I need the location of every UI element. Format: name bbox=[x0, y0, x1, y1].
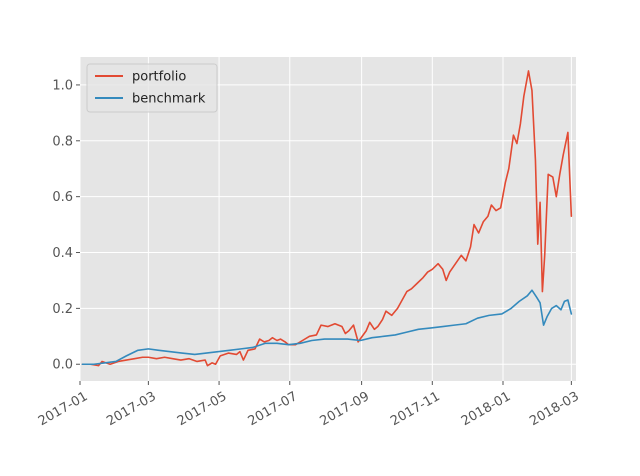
y-tick-label: 1.0 bbox=[52, 78, 73, 93]
series-line-benchmark bbox=[81, 289, 573, 366]
legend-label-benchmark: benchmark bbox=[132, 92, 206, 107]
x-tick-label: 2017-01 bbox=[36, 389, 91, 429]
x-tick-label: 2017-09 bbox=[317, 389, 372, 429]
x-tick-label: 2018-03 bbox=[527, 389, 582, 429]
x-tick-label: 2018-01 bbox=[459, 389, 514, 429]
y-tick-label: 0.0 bbox=[52, 358, 73, 373]
legend: portfolio benchmark bbox=[86, 63, 218, 113]
series-line-portfolio bbox=[81, 70, 573, 367]
x-tick-label: 2017-07 bbox=[246, 389, 301, 429]
y-axis: 0.0 0.2 0.4 0.6 0.8 1.0 bbox=[52, 78, 80, 373]
y-tick-label: 0.4 bbox=[52, 246, 73, 261]
x-axis: 2017-01 2017-03 2017-05 2017-07 2017-09 2017-… bbox=[36, 381, 582, 429]
legend-label-portfolio: portfolio bbox=[132, 70, 186, 85]
x-tick-label: 2017-03 bbox=[104, 389, 159, 429]
y-tick-label: 0.6 bbox=[52, 190, 73, 205]
y-tick-label: 0.2 bbox=[52, 302, 73, 317]
series-lines bbox=[81, 70, 573, 367]
y-tick-label: 0.8 bbox=[52, 134, 73, 149]
x-tick-label: 2017-11 bbox=[388, 389, 443, 429]
x-tick-label: 2017-05 bbox=[175, 389, 230, 429]
grid-lines bbox=[79, 57, 576, 381]
